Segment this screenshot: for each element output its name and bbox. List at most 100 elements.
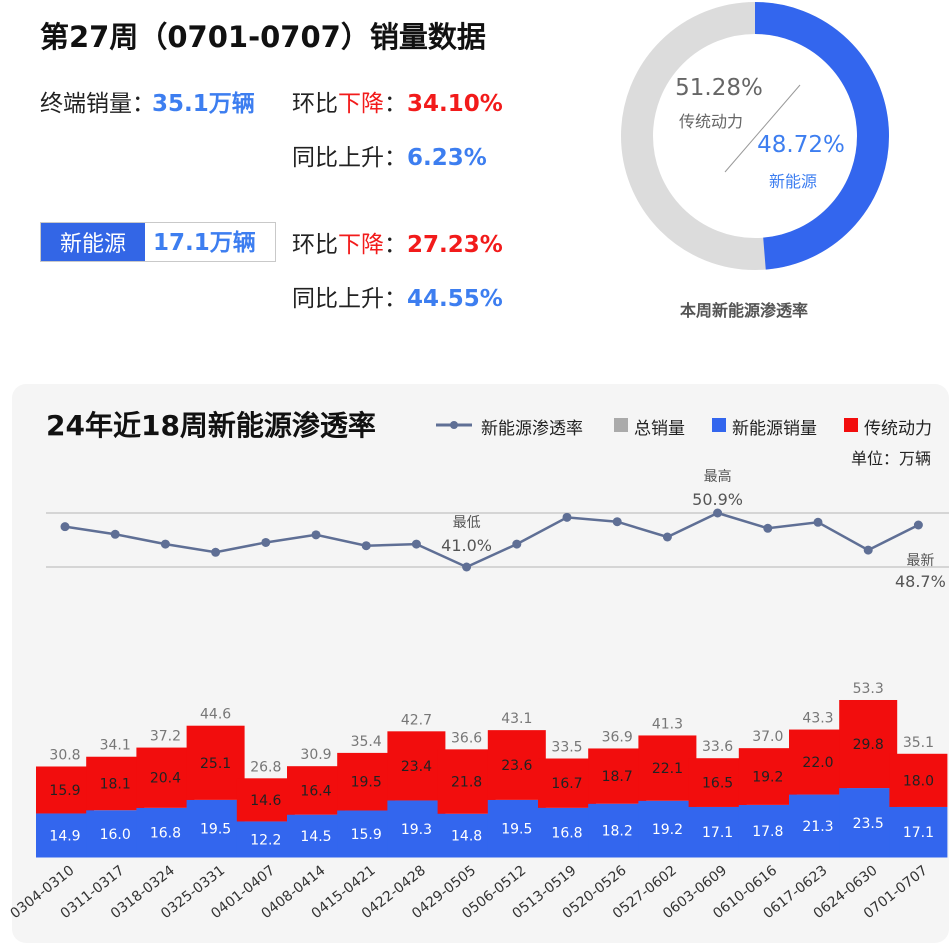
nev-mom-colon: ： [384, 232, 407, 258]
bar-nev [638, 800, 697, 858]
bar-traditional-label: 19.5 [351, 775, 382, 791]
nev-mom-word: 下降 [338, 232, 384, 258]
legend-traditional-swatch [844, 418, 858, 432]
bar-total-label: 36.6 [451, 730, 482, 746]
penetration-donut: 51.28% 传统动力 48.72% 新能源 [621, 2, 889, 270]
annotation-max-label: 最高 [704, 468, 732, 485]
bar-traditional-label: 18.7 [602, 769, 633, 785]
bar-nev [889, 806, 948, 858]
bar-total-label: 42.7 [401, 712, 432, 728]
bar-traditional [538, 758, 596, 808]
bar-traditional-label: 23.4 [401, 759, 432, 775]
bar-traditional-label: 16.7 [551, 776, 582, 792]
penetration-point [562, 512, 572, 522]
bar-nev [337, 810, 396, 858]
bar-total-label: 34.1 [100, 738, 131, 754]
page-title: 第27周（0701-0707）销量数据 [40, 20, 486, 54]
yoy-label: 同比上升： [292, 145, 407, 171]
bar-nev [487, 799, 546, 858]
bar-total-label: 26.8 [250, 759, 281, 775]
annotation-latest-value: 48.7% [895, 572, 946, 591]
mom-prefix: 环比 [292, 91, 338, 117]
bar-traditional [287, 766, 345, 815]
bar-nev-label: 19.5 [200, 822, 231, 838]
nev-yoy-label: 同比上升： [292, 286, 407, 312]
bar-total-label: 30.9 [300, 747, 331, 763]
bar-nev [437, 813, 496, 858]
bar-nev [36, 813, 94, 858]
bar-nev [86, 810, 145, 858]
donut-divider [724, 84, 801, 173]
bar-total-label: 44.6 [200, 707, 231, 723]
bar-nev [236, 821, 295, 858]
bar-traditional-label: 21.8 [451, 775, 482, 791]
bar-nev-label: 14.9 [49, 828, 80, 844]
bar-total-label: 43.3 [802, 711, 833, 727]
bar-traditional-label: 19.2 [752, 770, 783, 786]
bar-nev-label: 16.8 [150, 826, 181, 842]
penetration-point [311, 530, 321, 540]
bar-nev-label: 19.5 [501, 822, 532, 838]
bar-traditional [738, 748, 797, 805]
bar-traditional-label: 16.4 [300, 783, 331, 799]
penetration-point [261, 537, 271, 547]
donut-caption: 本周新能源渗透率 [680, 301, 809, 320]
penetration-line [64, 511, 919, 569]
nev-sales-value: 17.1万辆 [153, 230, 256, 256]
bar-traditional-label: 25.1 [200, 756, 231, 772]
legend-total-swatch [614, 418, 628, 432]
bar-traditional-label: 18.0 [903, 773, 934, 789]
bar-traditional-label: 15.9 [49, 783, 80, 799]
penetration-point [411, 539, 421, 549]
bar-nev [839, 788, 898, 858]
bar-total-label: 36.9 [602, 729, 633, 745]
legend-penetration: 新能源渗透率 [481, 419, 583, 439]
legend-traditional: 传统动力 [864, 419, 932, 439]
penetration-point [110, 529, 120, 539]
nev-mom-value: 27.23% [407, 232, 503, 258]
legend-line-icon [436, 421, 472, 429]
nev-tag: 新能源 [41, 223, 145, 261]
bar-nev-label: 19.3 [401, 822, 432, 838]
bar-nev [387, 800, 446, 858]
penetration-point [160, 539, 170, 549]
bar-total-label: 35.1 [903, 735, 934, 751]
bar-traditional-label: 20.4 [150, 771, 181, 787]
penetration-point [713, 508, 723, 518]
bar-nev [136, 807, 195, 858]
bar-traditional [839, 699, 898, 789]
bar-traditional [789, 729, 847, 795]
annotation-latest-label: 最新 [906, 553, 934, 569]
bar-nev [186, 799, 245, 858]
legend-nev-swatch [712, 418, 726, 432]
bar-traditional [337, 752, 396, 811]
bar-nev-label: 23.5 [853, 816, 884, 832]
bar-total-label: 33.5 [551, 740, 582, 756]
bar-nev [287, 814, 345, 858]
bar-nev-label: 18.2 [602, 824, 633, 840]
unit-label: 单位：万辆 [851, 449, 932, 468]
weekly-sales-chart: 14.9 15.9 30.8 16.0 18.1 34.1 16.8 20.4 37.2 19.5… [7, 468, 949, 922]
penetration-point [813, 517, 823, 527]
nev-mom-prefix: 环比 [292, 232, 338, 258]
bar-traditional-label: 18.1 [100, 776, 131, 792]
penetration-point [913, 520, 923, 530]
bar-nev-label: 19.2 [652, 822, 683, 838]
bar-nev [688, 806, 747, 858]
penetration-point [763, 523, 773, 533]
terminal-mom-value: 34.10% [407, 91, 503, 117]
terminal-sales-label: 终端销量： [40, 91, 155, 117]
penetration-point [211, 547, 221, 557]
nev-sales-box: 新能源 17.1万辆 [40, 222, 276, 262]
bar-traditional [487, 730, 546, 800]
bar-traditional-label: 22.1 [652, 761, 683, 777]
penetration-point [361, 541, 371, 551]
bar-nev [789, 794, 847, 858]
bar-nev [588, 803, 647, 858]
bar-nev-label: 17.8 [752, 824, 783, 840]
legend-total: 总销量 [634, 419, 685, 439]
bar-traditional [889, 753, 948, 807]
terminal-sales-value: 35.1万辆 [152, 91, 255, 117]
bar-traditional-label: 16.5 [702, 776, 733, 792]
bar-traditional [688, 758, 747, 807]
